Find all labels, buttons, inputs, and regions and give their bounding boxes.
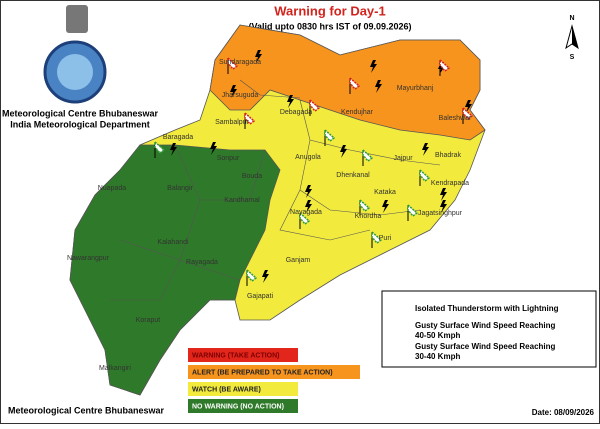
- wind-sock: [349, 76, 361, 91]
- color-legend: WARNING (TAKE ACTION) ALERT (BE PREPARED …: [188, 348, 360, 413]
- district-label: Gajapati: [247, 293, 274, 300]
- color-legend-label: ALERT (BE PREPARED TO TAKE ACTION): [192, 369, 333, 376]
- emblems: [43, 5, 107, 104]
- wind-sock: [244, 111, 256, 126]
- lightning-icon: [422, 143, 429, 156]
- district-label: Nayagada: [290, 209, 322, 216]
- lightning-icon: [340, 145, 347, 158]
- district-label: Dhenkanal: [336, 172, 370, 179]
- legend-wind-3040-l2: 30-40 Kmph: [415, 352, 460, 361]
- lightning-icon: [305, 185, 312, 198]
- district-label: Kalahandi: [157, 239, 189, 246]
- district-label: Jagatsinghpur: [418, 210, 463, 217]
- district-label: Rayagada: [186, 259, 218, 266]
- district-label: Nuapada: [98, 185, 127, 192]
- district-borders: [110, 79, 441, 301]
- lightning-icon: [230, 85, 237, 98]
- district-label: Anugola: [295, 154, 321, 161]
- compass-n: N: [569, 15, 574, 22]
- color-legend-label: WATCH (BE AWARE): [192, 386, 261, 393]
- subtitle: (Valid upto 0830 hrs IST of 09.09.2026): [248, 21, 411, 31]
- title: Warning for Day-1: [274, 3, 385, 18]
- district-label: Puri: [379, 235, 392, 242]
- legend-wind-4050-l2: 40-50 Kmph: [415, 331, 460, 340]
- wind-sock: [154, 140, 166, 155]
- color-legend-swatch: [188, 399, 298, 413]
- district-labels: Sundaragada Mayurbhanj Jharsuguda Sambalpur…: [67, 59, 472, 372]
- lightning-icon: [287, 95, 294, 108]
- lightning-icon: [465, 100, 472, 113]
- footer-org: Meteorological Centre Bhubaneswar: [8, 405, 165, 415]
- color-legend-label: WARNING (TAKE ACTION): [192, 352, 280, 359]
- district-label: Mayurbhanj: [397, 85, 434, 92]
- wind-sock: [407, 203, 419, 218]
- legend-wind-4050-l1: Gusty Surface Wind Speed Reaching: [415, 321, 556, 330]
- color-legend-swatch: [188, 382, 298, 396]
- color-legend-swatch: [188, 365, 360, 379]
- lightning-icon: [305, 200, 312, 213]
- lightning-icon: [440, 200, 447, 213]
- icons: [154, 50, 474, 359]
- color-legend-label: NO WARNING (NO ACTION): [192, 403, 284, 410]
- district-label: Kandhamal: [224, 197, 260, 204]
- district-label: Kataka: [374, 189, 396, 196]
- lightning-icon: [255, 50, 262, 63]
- wind-sock: [309, 98, 321, 113]
- wind-sock: [227, 56, 239, 71]
- district-label: Sonpur: [217, 155, 240, 162]
- lightning-icon: [370, 60, 377, 73]
- district-label: Jajpur: [393, 155, 413, 162]
- org-line1: Meteorological Centre Bhubaneswar: [2, 108, 159, 118]
- wind-sock: [371, 230, 383, 245]
- lightning-icon: [440, 188, 447, 201]
- legend-thunder: Isolated Thunderstorm with Lightning: [415, 304, 559, 313]
- district-label: Debagada: [280, 109, 312, 116]
- district-label: Kendrapada: [431, 180, 469, 187]
- district-label: Khordha: [355, 213, 382, 220]
- district-label: Malkangiri: [99, 365, 131, 372]
- footer-date: Date: 08/09/2026: [532, 408, 595, 417]
- wind-sock: [419, 168, 431, 183]
- symbol-legend-box: [381, 290, 597, 368]
- district-label: Ganjam: [286, 257, 311, 264]
- district-label: Kendujhar: [341, 109, 374, 116]
- lightning-icon: [382, 200, 389, 213]
- lightning-icon: [170, 143, 177, 156]
- wind-sock: [439, 58, 451, 73]
- alert-region: [209, 24, 486, 141]
- wind-sock: [324, 128, 336, 143]
- district-label: Koraput: [136, 317, 161, 324]
- wind-sock: [362, 148, 374, 163]
- district-label: Sambalpur: [215, 119, 250, 126]
- district-label: Nawarangpur: [67, 255, 110, 262]
- district-label: Jharsuguda: [222, 92, 259, 99]
- district-label: Baragada: [163, 134, 193, 141]
- legend-wind-3040-l1: Gusty Surface Wind Speed Reaching: [415, 342, 556, 351]
- district-label: Bouda: [242, 173, 262, 180]
- wind-sock: [462, 106, 474, 121]
- district-label: Sundaragada: [219, 59, 261, 66]
- wind-sock: [359, 198, 371, 213]
- color-legend-swatch: [188, 348, 298, 362]
- wind-sock: [299, 211, 311, 226]
- compass-s: S: [570, 54, 575, 61]
- wind-sock: [246, 268, 258, 283]
- map: [69, 24, 486, 396]
- district-label: Baleshwar: [439, 115, 472, 122]
- district-label: Bhadrak: [435, 152, 462, 159]
- district-label: Balangir: [167, 185, 193, 192]
- lightning-icon: [375, 80, 382, 93]
- lightning-icon: [210, 142, 217, 155]
- compass: [565, 24, 579, 50]
- lightning-icon: [262, 270, 269, 283]
- org-line2: India Meteorological Department: [10, 119, 150, 129]
